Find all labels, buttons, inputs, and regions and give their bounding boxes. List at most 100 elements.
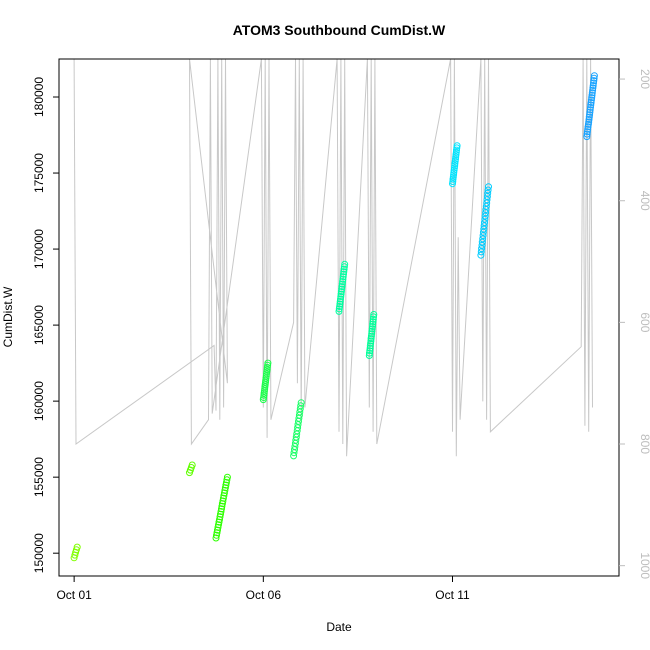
data-point bbox=[338, 280, 346, 288]
data-point bbox=[482, 202, 490, 210]
data-point bbox=[370, 311, 378, 318]
y2-tick-label: 1000 bbox=[638, 552, 650, 579]
y2-tick-label: 800 bbox=[638, 434, 650, 454]
data-point bbox=[587, 101, 595, 109]
data-point bbox=[485, 183, 492, 191]
data-point bbox=[336, 298, 344, 305]
data-point bbox=[221, 486, 229, 494]
data-point bbox=[73, 543, 81, 551]
data-point bbox=[583, 128, 591, 136]
data-point bbox=[482, 209, 490, 217]
y-tick-label: 165000 bbox=[32, 305, 46, 345]
data-point bbox=[219, 494, 227, 502]
data-point bbox=[483, 193, 491, 200]
data-point bbox=[212, 534, 220, 542]
data-point bbox=[590, 72, 598, 80]
trajectory-lines bbox=[73, 58, 593, 457]
data-point bbox=[450, 171, 458, 179]
data-point bbox=[484, 186, 492, 194]
data-point bbox=[222, 479, 230, 486]
data-point bbox=[451, 162, 459, 170]
data-point bbox=[482, 206, 490, 213]
data-point bbox=[220, 492, 228, 500]
data-point bbox=[481, 212, 489, 220]
data-point bbox=[365, 352, 373, 359]
data-point bbox=[216, 516, 223, 523]
data-point bbox=[217, 508, 225, 515]
data-point bbox=[339, 278, 347, 286]
data-point bbox=[366, 349, 373, 357]
data-point bbox=[336, 303, 344, 310]
data-point bbox=[586, 108, 594, 116]
data-point bbox=[366, 344, 374, 352]
data-point bbox=[220, 489, 228, 497]
data-point bbox=[585, 116, 593, 123]
data-point bbox=[588, 94, 596, 102]
data-point bbox=[478, 245, 486, 253]
data-point bbox=[214, 523, 222, 531]
data-point bbox=[335, 305, 343, 313]
data-point bbox=[478, 241, 486, 249]
y-tick-label: 175000 bbox=[32, 153, 46, 193]
data-point bbox=[366, 347, 374, 355]
data-point bbox=[478, 238, 486, 246]
data-point bbox=[338, 283, 346, 291]
data-point bbox=[340, 268, 348, 276]
data-point bbox=[338, 285, 346, 293]
data-point bbox=[340, 270, 347, 278]
y2-tick-label: 600 bbox=[638, 312, 650, 332]
data-point bbox=[588, 91, 596, 99]
data-point bbox=[341, 260, 349, 268]
data-point bbox=[452, 155, 459, 163]
y-tick-label: 160000 bbox=[32, 381, 46, 421]
data-point bbox=[215, 521, 222, 529]
y-tick-label: 180000 bbox=[32, 77, 46, 117]
data-point bbox=[481, 215, 489, 223]
data-point bbox=[214, 526, 221, 534]
data-point bbox=[337, 288, 345, 296]
data-point bbox=[221, 484, 229, 492]
data-point bbox=[337, 290, 345, 298]
data-point bbox=[589, 84, 597, 92]
x-tick-label: Oct 01 bbox=[56, 588, 92, 602]
data-point bbox=[297, 399, 305, 407]
right-y-axis: 200 400 600 800 1000 bbox=[619, 69, 650, 579]
data-point bbox=[188, 461, 196, 469]
y-tick-label: 170000 bbox=[32, 229, 46, 269]
data-point bbox=[479, 228, 487, 236]
data-point bbox=[336, 300, 344, 308]
data-point bbox=[449, 173, 457, 181]
data-point bbox=[483, 196, 491, 204]
data-point bbox=[585, 118, 593, 126]
data-point bbox=[337, 293, 345, 300]
data-point bbox=[583, 130, 591, 138]
data-point bbox=[453, 142, 461, 150]
data-point bbox=[218, 505, 225, 513]
data-point bbox=[368, 325, 376, 333]
data-points bbox=[70, 72, 598, 562]
data-point bbox=[366, 342, 374, 350]
data-point bbox=[588, 89, 596, 97]
data-point bbox=[586, 106, 594, 114]
data-point bbox=[369, 315, 377, 323]
data-point bbox=[339, 273, 347, 281]
data-point bbox=[449, 178, 457, 185]
data-point bbox=[452, 153, 460, 161]
trajectory-line bbox=[73, 58, 593, 457]
data-point bbox=[218, 502, 226, 510]
data-point bbox=[587, 96, 595, 104]
data-point bbox=[216, 513, 224, 521]
data-point bbox=[481, 219, 488, 227]
data-point bbox=[368, 330, 376, 338]
y-axis: 150000 155000 160000 165000 170000 175000 1800… bbox=[32, 77, 59, 573]
data-point bbox=[218, 500, 226, 508]
y2-tick-label: 200 bbox=[638, 69, 650, 89]
data-point bbox=[340, 265, 348, 273]
data-point bbox=[587, 99, 595, 106]
data-point bbox=[369, 323, 376, 330]
data-point bbox=[339, 275, 347, 283]
y-tick-label: 155000 bbox=[32, 457, 46, 497]
data-point bbox=[483, 199, 491, 207]
data-point bbox=[215, 518, 223, 526]
